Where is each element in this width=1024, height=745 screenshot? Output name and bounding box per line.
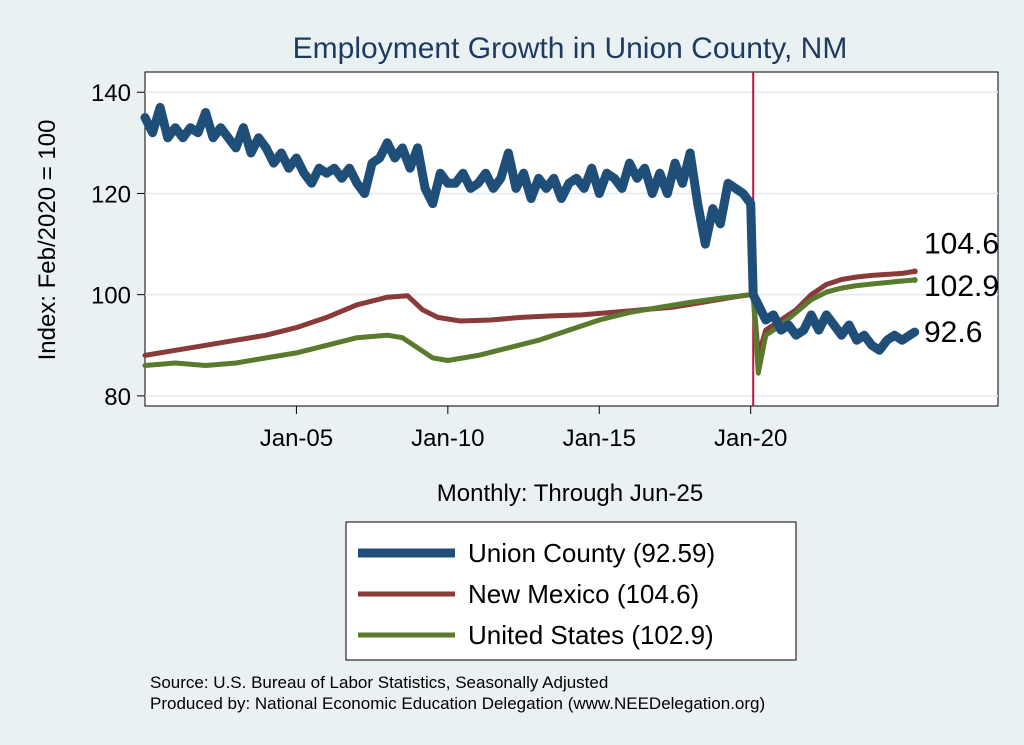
x-tick-label: Jan-05 xyxy=(260,425,333,452)
grid-lines xyxy=(145,91,998,397)
series-line-2 xyxy=(142,277,918,376)
y-axis-title: Index: Feb/2020 = 100 xyxy=(34,120,61,361)
x-axis-title: Monthly: Through Jun-25 xyxy=(437,480,703,507)
y-tick-label: 120 xyxy=(91,181,131,208)
end-point-marker xyxy=(911,268,918,275)
end-value-label: 102.9 xyxy=(924,270,999,303)
end-labels: 92.6 104.6 102.9 xyxy=(911,227,999,349)
x-axis-ticks: Jan-05 Jan-10 Jan-15 Jan-20 xyxy=(260,406,787,452)
y-axis-ticks: 80 100 120 140 xyxy=(91,80,145,411)
x-tick-label: Jan-10 xyxy=(411,425,484,452)
legend-entry-label: United States (102.9) xyxy=(468,620,714,650)
end-point-marker xyxy=(911,329,918,336)
y-tick-label: 140 xyxy=(91,80,131,107)
end-value-label: 92.6 xyxy=(924,316,982,349)
y-tick-label: 100 xyxy=(91,283,131,310)
end-value-label: 104.6 xyxy=(924,227,999,260)
plot-area xyxy=(144,71,999,407)
end-point-marker xyxy=(911,276,918,283)
legend-entry-label: Union County (92.59) xyxy=(468,538,715,568)
chart-title: Employment Growth in Union County, NM xyxy=(293,32,848,65)
source-line-1: Source: U.S. Bureau of Labor Statistics,… xyxy=(150,673,608,692)
legend-entry-label: New Mexico (104.6) xyxy=(468,579,699,609)
y-tick-label: 80 xyxy=(104,384,131,411)
legend: Union County (92.59) New Mexico (104.6) Un… xyxy=(358,538,715,650)
x-tick-label: Jan-15 xyxy=(563,425,636,452)
series-lines xyxy=(140,102,920,376)
source-line-2: Produced by: National Economic Education… xyxy=(150,694,765,713)
series-line-0 xyxy=(140,102,920,355)
x-tick-label: Jan-20 xyxy=(714,425,787,452)
